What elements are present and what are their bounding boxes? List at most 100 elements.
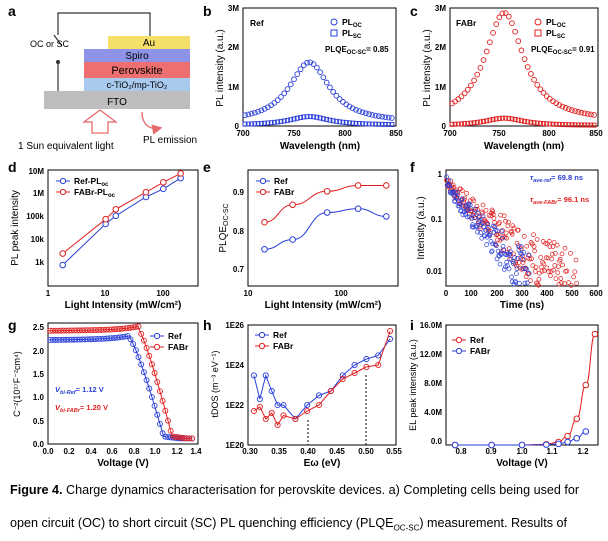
tick-label: 1M <box>33 189 44 198</box>
legend-marker <box>534 29 542 37</box>
figure-caption-line-2: open circuit (OC) to short circuit (SC) … <box>10 513 602 539</box>
data-point <box>297 66 304 73</box>
x-axis-label: Eω (eV) <box>304 458 341 469</box>
data-point <box>532 248 538 254</box>
panel-letter: e <box>203 159 211 175</box>
switch-label: OC or SC <box>30 39 70 49</box>
data-point <box>554 242 560 248</box>
data-point <box>509 229 514 235</box>
data-point <box>572 122 578 128</box>
data-point <box>518 246 524 252</box>
tick-label: 0.0 <box>33 440 45 449</box>
y-axis-label: Intensity (a.u.) <box>416 196 427 259</box>
data-point <box>349 105 356 112</box>
data-point <box>485 222 491 227</box>
x-axis-label: Time (ns) <box>500 300 544 311</box>
data-point <box>472 215 477 221</box>
data-point <box>558 276 564 281</box>
data-point <box>323 79 330 86</box>
data-point <box>474 71 481 78</box>
data-point <box>512 28 518 35</box>
data-point <box>458 93 465 100</box>
pl-label: PL emission <box>143 135 197 146</box>
data-point <box>488 441 495 449</box>
x-ticks: 0.0 0.2 0.4 0.6 0.8 1.0 1.2 1.4 <box>42 447 202 456</box>
y-ticks: 0.01 0.1 1 <box>426 170 442 276</box>
tick-label: 1.2 <box>577 447 589 456</box>
data-point <box>471 77 477 84</box>
data-point <box>143 377 150 384</box>
data-point <box>340 119 346 125</box>
data-point <box>496 115 502 121</box>
data-point <box>327 387 334 395</box>
data-point <box>124 325 131 332</box>
data-point <box>333 92 340 99</box>
sample-tag: Ref <box>250 18 264 28</box>
data-point <box>490 117 496 122</box>
panel-g: g 0.0 0.5 1.0 1.5 2.0 2.5 0.0 0.2 0.4 0.… <box>8 317 202 469</box>
data-point <box>568 250 573 256</box>
legend-label: PLSC <box>342 28 362 40</box>
data-point <box>154 411 161 418</box>
tick-label: 0.35 <box>271 447 287 456</box>
data-point <box>515 117 521 123</box>
tick-label: 0.01 <box>426 267 442 276</box>
tick-label: 10M <box>28 167 44 176</box>
data-point <box>542 268 547 273</box>
data-point <box>383 213 390 220</box>
data-point <box>500 115 505 121</box>
data-point <box>504 259 510 265</box>
data-point <box>280 401 287 409</box>
data-point <box>375 361 382 369</box>
data-point <box>511 261 516 266</box>
data-point <box>379 113 385 120</box>
panel-letter: d <box>8 159 17 175</box>
plot-f-data <box>444 174 579 288</box>
tick-label: 0.30 <box>242 447 258 456</box>
data-point <box>323 187 331 195</box>
tick-label: 850 <box>589 129 603 138</box>
data-point <box>543 255 549 261</box>
data-point <box>480 220 485 226</box>
data-point <box>475 207 480 212</box>
data-point <box>526 271 532 276</box>
data-point <box>376 113 382 120</box>
data-point <box>584 111 591 117</box>
data-point <box>501 267 507 272</box>
data-point <box>489 249 494 255</box>
data-point <box>503 218 508 224</box>
data-point <box>547 121 553 127</box>
data-point <box>544 121 550 127</box>
data-point <box>491 216 497 221</box>
data-point <box>565 106 572 112</box>
data-point <box>521 56 528 62</box>
data-point <box>559 280 564 286</box>
tick-label: 0 <box>444 289 449 298</box>
data-point <box>487 117 493 123</box>
tick-label: 1.2 <box>171 447 183 456</box>
data-point <box>386 122 392 127</box>
data-point <box>531 244 537 249</box>
data-point <box>317 69 323 76</box>
y-axis-label: EL peak intensity (a.u.) <box>408 339 418 431</box>
tick-label: 4.0M <box>424 408 442 417</box>
tau-fabr-annotation: τave-FABr= 96.1 ns <box>530 195 589 206</box>
data-point <box>484 242 489 247</box>
data-point <box>363 355 370 363</box>
data-point <box>59 250 67 257</box>
tick-label: 100 <box>464 289 478 298</box>
tick-label: 0.8 <box>128 447 140 456</box>
y-axis-label: C⁻²(10¹⁷F⁻²cm⁴) <box>12 351 22 417</box>
data-point <box>496 14 503 21</box>
vbi-ref-annotation: Vbi-Ref= 1.12 V <box>55 385 104 396</box>
plqe-annotation: PLQEOC-SC= 0.91 <box>531 45 595 56</box>
data-point <box>514 240 520 246</box>
plot-frame <box>247 324 397 446</box>
data-point <box>455 189 460 195</box>
data-point <box>454 194 460 200</box>
data-point <box>451 441 459 449</box>
data-point <box>366 121 372 127</box>
tick-label: 1.4 <box>190 447 202 456</box>
tick-label: 2M <box>228 43 239 52</box>
data-point <box>493 242 499 248</box>
